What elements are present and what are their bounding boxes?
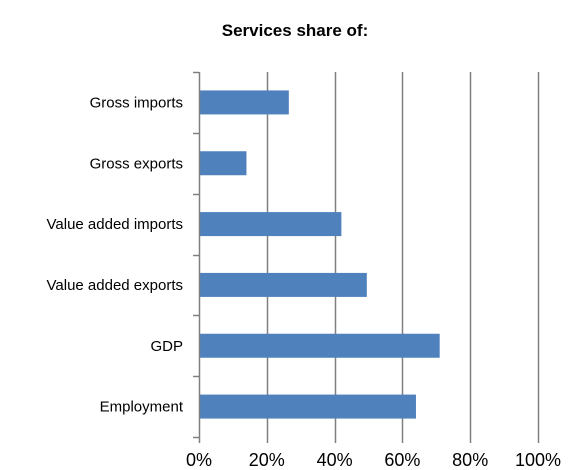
- category-label: Gross exports: [90, 155, 183, 172]
- category-label: Value added imports: [47, 216, 183, 233]
- bar: [199, 90, 289, 115]
- bar: [199, 333, 440, 358]
- axes: [193, 71, 540, 443]
- bars: [199, 90, 440, 419]
- bar: [199, 212, 342, 237]
- x-tick-label: 40%: [317, 450, 353, 470]
- category-label: Employment: [100, 399, 184, 416]
- gridlines: [266, 72, 540, 437]
- chart-title: Services share of:: [222, 21, 368, 40]
- category-label: Value added exports: [47, 277, 184, 294]
- category-label: GDP: [150, 338, 183, 355]
- bar: [199, 151, 247, 176]
- bar: [199, 394, 416, 419]
- category-labels: Gross imports Gross exports Value added im…: [47, 94, 184, 415]
- x-tick-label: 100%: [515, 450, 561, 470]
- bar: [199, 272, 367, 297]
- x-tick-label: 60%: [384, 450, 420, 470]
- x-tick-label: 80%: [452, 450, 488, 470]
- x-tick-label: 0%: [186, 450, 212, 470]
- category-label: Gross imports: [90, 94, 183, 111]
- x-tick-labels: 0% 20% 40% 60% 80% 100%: [186, 450, 561, 470]
- x-tick-label: 20%: [249, 450, 285, 470]
